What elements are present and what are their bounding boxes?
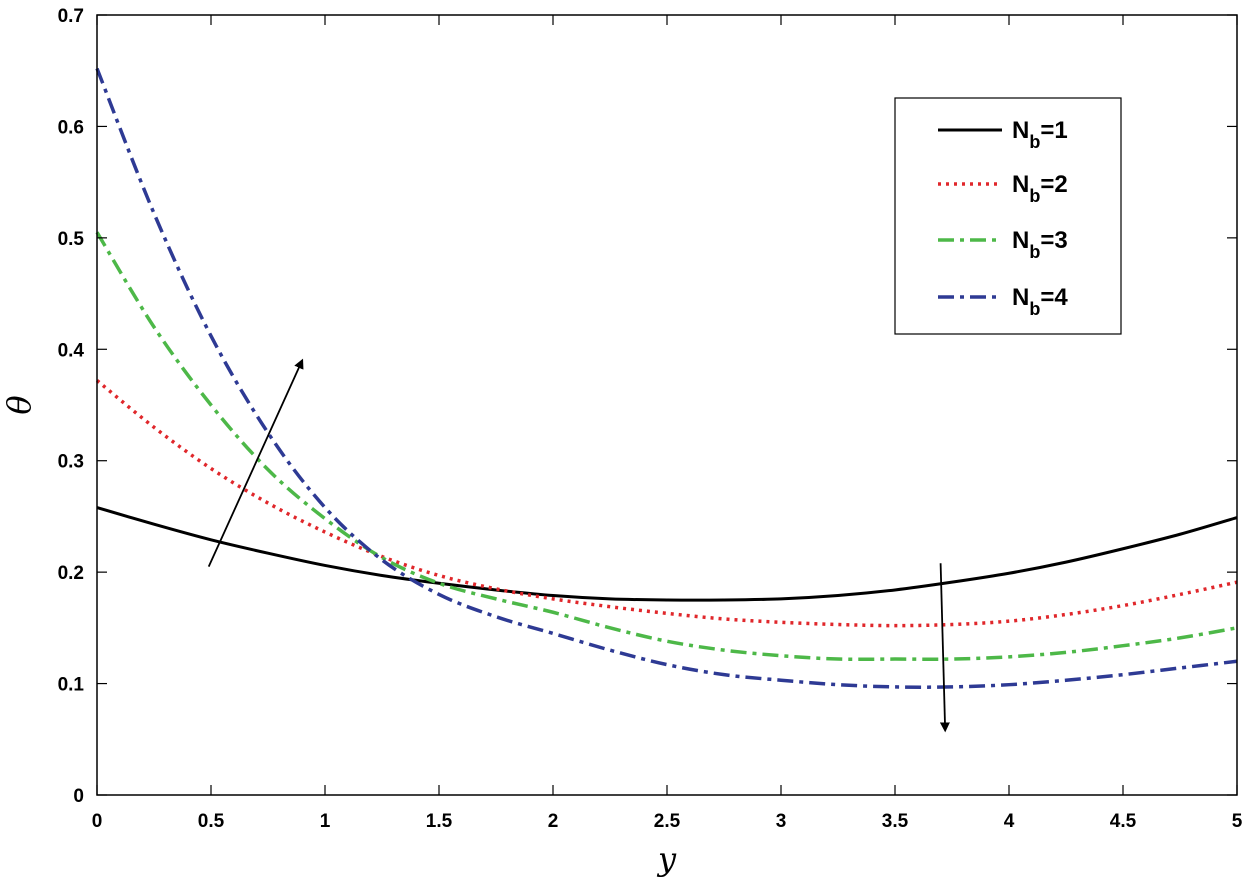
tick-layer: 0 0.5 1 1.5 2 2.5 3 3.5 4 4.5 5 0 0.1 0.2 0.3 0.4 0.5 0.6…: [58, 6, 1243, 832]
y-axis-label: θ: [0, 395, 38, 414]
x-axis-label: y: [656, 840, 677, 878]
legend-label-3: Nb=3: [1012, 227, 1068, 262]
series-line-3: [95, 231, 1238, 662]
series-line-2: [95, 379, 1238, 628]
x-tick-label: 1.5: [426, 811, 453, 832]
legend-box: [894, 97, 1122, 335]
y-tick-label: 0: [73, 786, 84, 807]
y-tick-label: 0.1: [58, 675, 85, 696]
annotation-layer: [207, 358, 950, 733]
x-tick-label: 2: [548, 811, 559, 832]
series-layer: [95, 67, 1238, 689]
x-tick-label: 4.5: [1110, 811, 1137, 832]
x-tick-label: 3: [776, 811, 787, 832]
arrow-down-annotation: [939, 563, 950, 733]
x-tick-label: 1: [320, 811, 331, 832]
y-tick-label: 0.4: [58, 340, 85, 361]
arrow-up-annotation: [207, 358, 304, 567]
x-tick-label: 5: [1232, 811, 1243, 832]
y-tick-label: 0.2: [58, 563, 84, 584]
y-tick-label: 0.6: [58, 117, 84, 138]
legend-label-2: Nb=2: [1012, 171, 1068, 206]
series-line-1: [96, 506, 1238, 602]
x-tick-label: 2.5: [654, 811, 681, 832]
legend-label-4: Nb=4: [1012, 284, 1068, 319]
y-tick-label: 0.3: [58, 452, 84, 473]
x-tick-label: 4: [1004, 811, 1015, 832]
y-tick-label: 0.7: [58, 6, 84, 27]
x-tick-label: 0.5: [198, 811, 225, 832]
legend: Nb=1 Nb=2 Nb=3 Nb=4: [894, 97, 1122, 335]
x-tick-label: 3.5: [882, 811, 909, 832]
legend-label-1: Nb=1: [1012, 117, 1068, 152]
y-tick-label: 0.5: [58, 229, 85, 250]
series-line-4: [95, 67, 1238, 689]
x-tick-label: 0: [92, 811, 103, 832]
